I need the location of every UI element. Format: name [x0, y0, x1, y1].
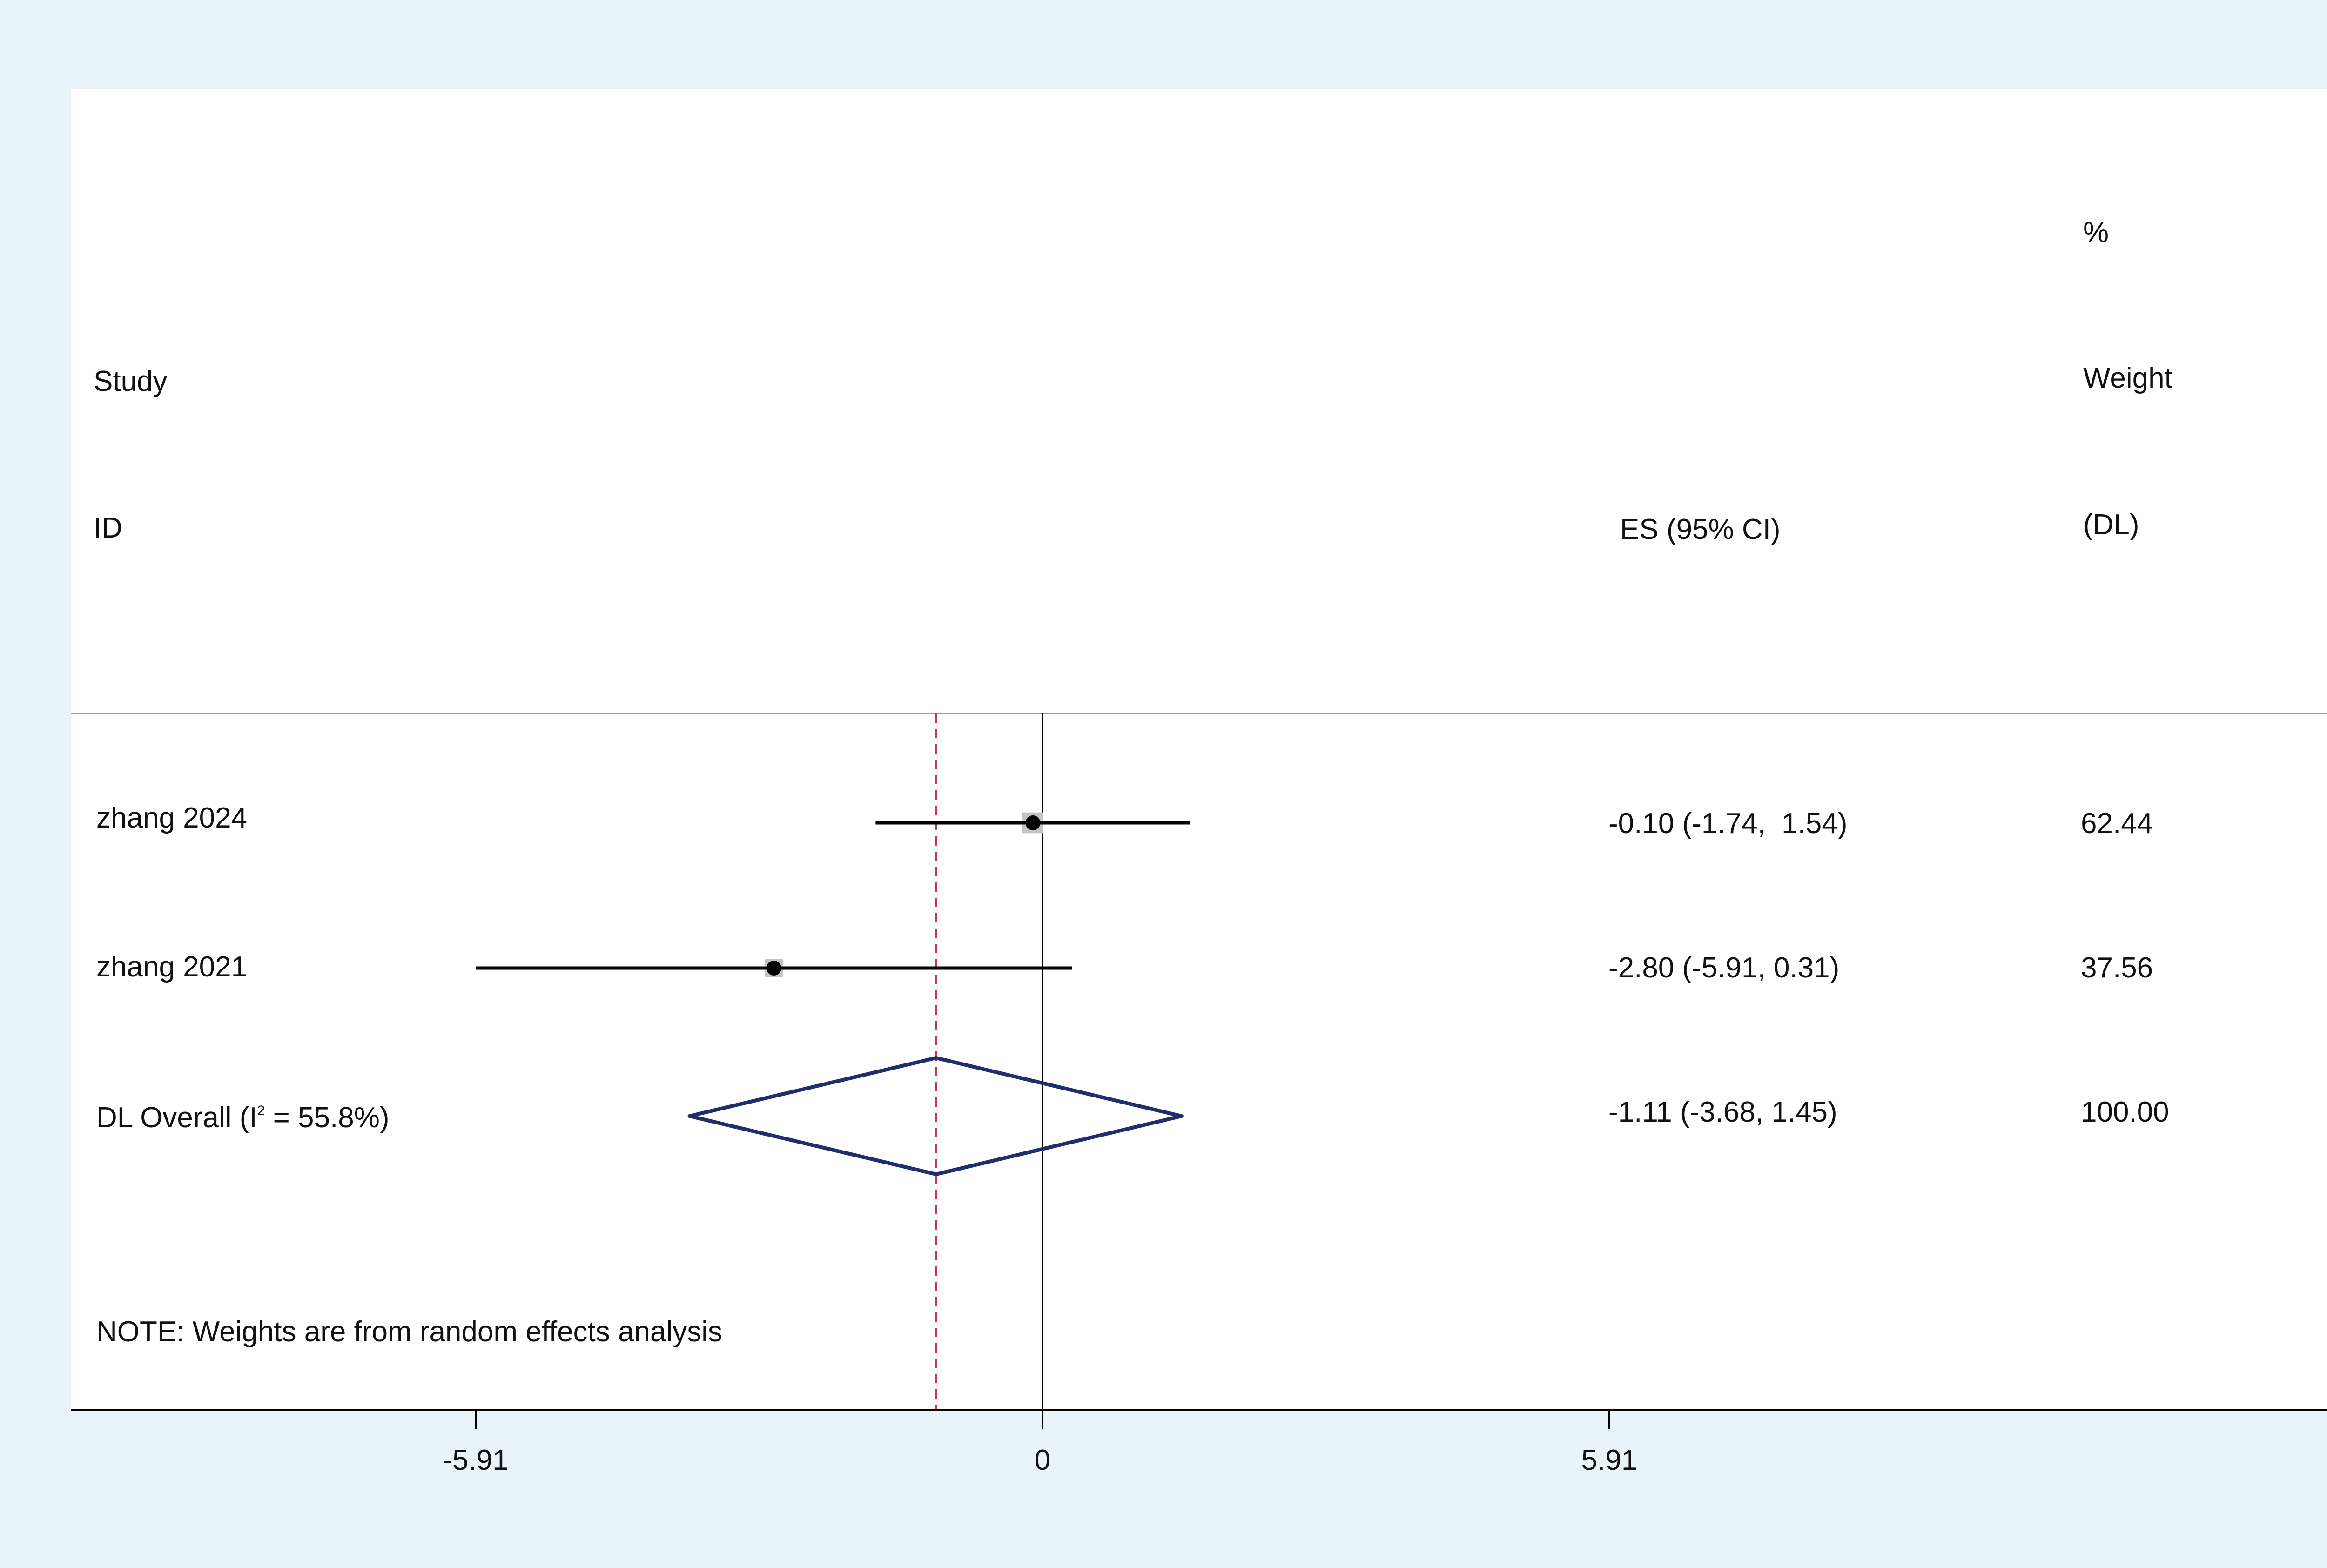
- x-tick-label: 0: [1035, 1444, 1050, 1476]
- study-row: zhang 2021 -2.80 (-5.91, 0.31) 37.56: [96, 951, 2153, 984]
- header-id: ID: [94, 512, 122, 544]
- header-weight: Weight: [2083, 362, 2172, 394]
- header-dl: (DL): [2083, 509, 2139, 541]
- overall-label: DL Overall (I2 = 55.8%): [96, 1102, 389, 1134]
- plot-panel: [71, 89, 2327, 1410]
- header-es-ci: ES (95% CI): [1620, 513, 1781, 545]
- overall-weight: 100.00: [2081, 1096, 2169, 1128]
- effect-point: [766, 961, 781, 976]
- overall-es-ci: -1.11 (-3.68, 1.45): [1608, 1096, 1837, 1128]
- overall-diamond: [687, 1056, 1184, 1176]
- study-es-ci: -2.80 (-5.91, 0.31): [1608, 952, 1839, 984]
- x-axis-ticks: -5.91 0 5.91: [443, 1410, 1637, 1476]
- x-tick-label: -5.91: [443, 1444, 508, 1476]
- study-weight: 62.44: [2081, 808, 2153, 840]
- header-study: Study: [94, 365, 168, 397]
- study-id: zhang 2021: [96, 951, 247, 983]
- study-weight: 37.56: [2081, 952, 2153, 984]
- study-row: zhang 2024 -0.10 (-1.74, 1.54) 62.44: [96, 802, 2153, 840]
- study-es-ci: -0.10 (-1.74, 1.54): [1608, 808, 1848, 840]
- effect-point: [1025, 815, 1041, 830]
- note-text: NOTE: Weights are from random effects an…: [96, 1316, 722, 1348]
- overall-row: DL Overall (I2 = 55.8%) -1.11 (-3.68, 1.…: [96, 1056, 2169, 1176]
- study-id: zhang 2024: [96, 802, 247, 834]
- header-percent: %: [2083, 216, 2109, 249]
- x-tick-label: 5.91: [1581, 1444, 1638, 1476]
